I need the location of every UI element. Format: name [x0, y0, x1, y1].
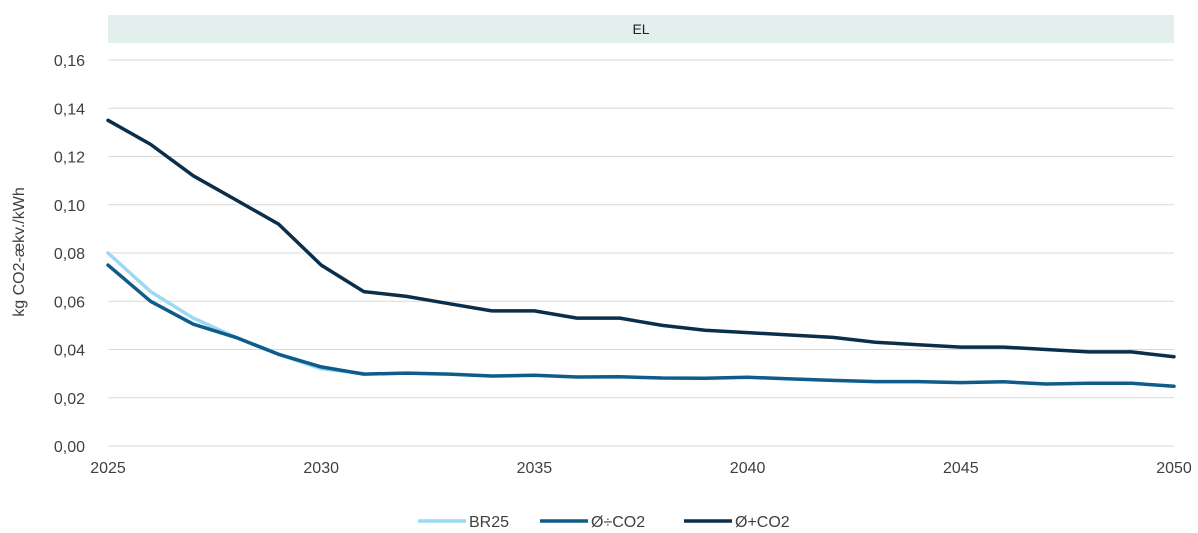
x-tick-label: 2035 — [517, 460, 553, 477]
x-tick-label: 2025 — [90, 460, 126, 477]
legend-label: Ø+CO2 — [735, 514, 790, 531]
y-axis-label: kg CO2-ækv./kWh — [11, 187, 28, 317]
y-tick-label: 0,00 — [54, 439, 85, 456]
series-lines — [106, 118, 1176, 388]
legend-label: Ø÷CO2 — [591, 514, 645, 531]
y-tick-label: 0,14 — [54, 101, 85, 118]
y-tick-label: 0,12 — [54, 150, 85, 167]
x-tick-label: 2030 — [303, 460, 339, 477]
y-tick-label: 0,02 — [54, 391, 85, 408]
series-line — [106, 118, 1176, 359]
x-tick-label: 2050 — [1156, 460, 1192, 477]
y-axis-ticks: 0,00 0,02 0,04 0,06 0,08 0,10 0,12 0,14 0,16 — [54, 53, 85, 456]
x-tick-label: 2045 — [943, 460, 979, 477]
y-tick-label: 0,10 — [54, 198, 85, 215]
y-tick-label: 0,16 — [54, 53, 85, 70]
y-tick-label: 0,06 — [54, 294, 85, 311]
gridlines — [108, 59, 1174, 447]
panel-label: EL — [632, 21, 649, 37]
series-line — [106, 263, 1176, 388]
x-axis-ticks: 2025 2030 2035 2040 2045 2050 — [90, 460, 1192, 477]
x-tick-label: 2040 — [730, 460, 766, 477]
y-tick-label: 0,04 — [54, 343, 85, 360]
series-line — [106, 251, 366, 376]
y-tick-label: 0,08 — [54, 246, 85, 263]
legend: BR25 Ø÷CO2 Ø+CO2 — [418, 514, 790, 531]
legend-label: BR25 — [469, 514, 509, 531]
panel-header — [108, 15, 1174, 43]
